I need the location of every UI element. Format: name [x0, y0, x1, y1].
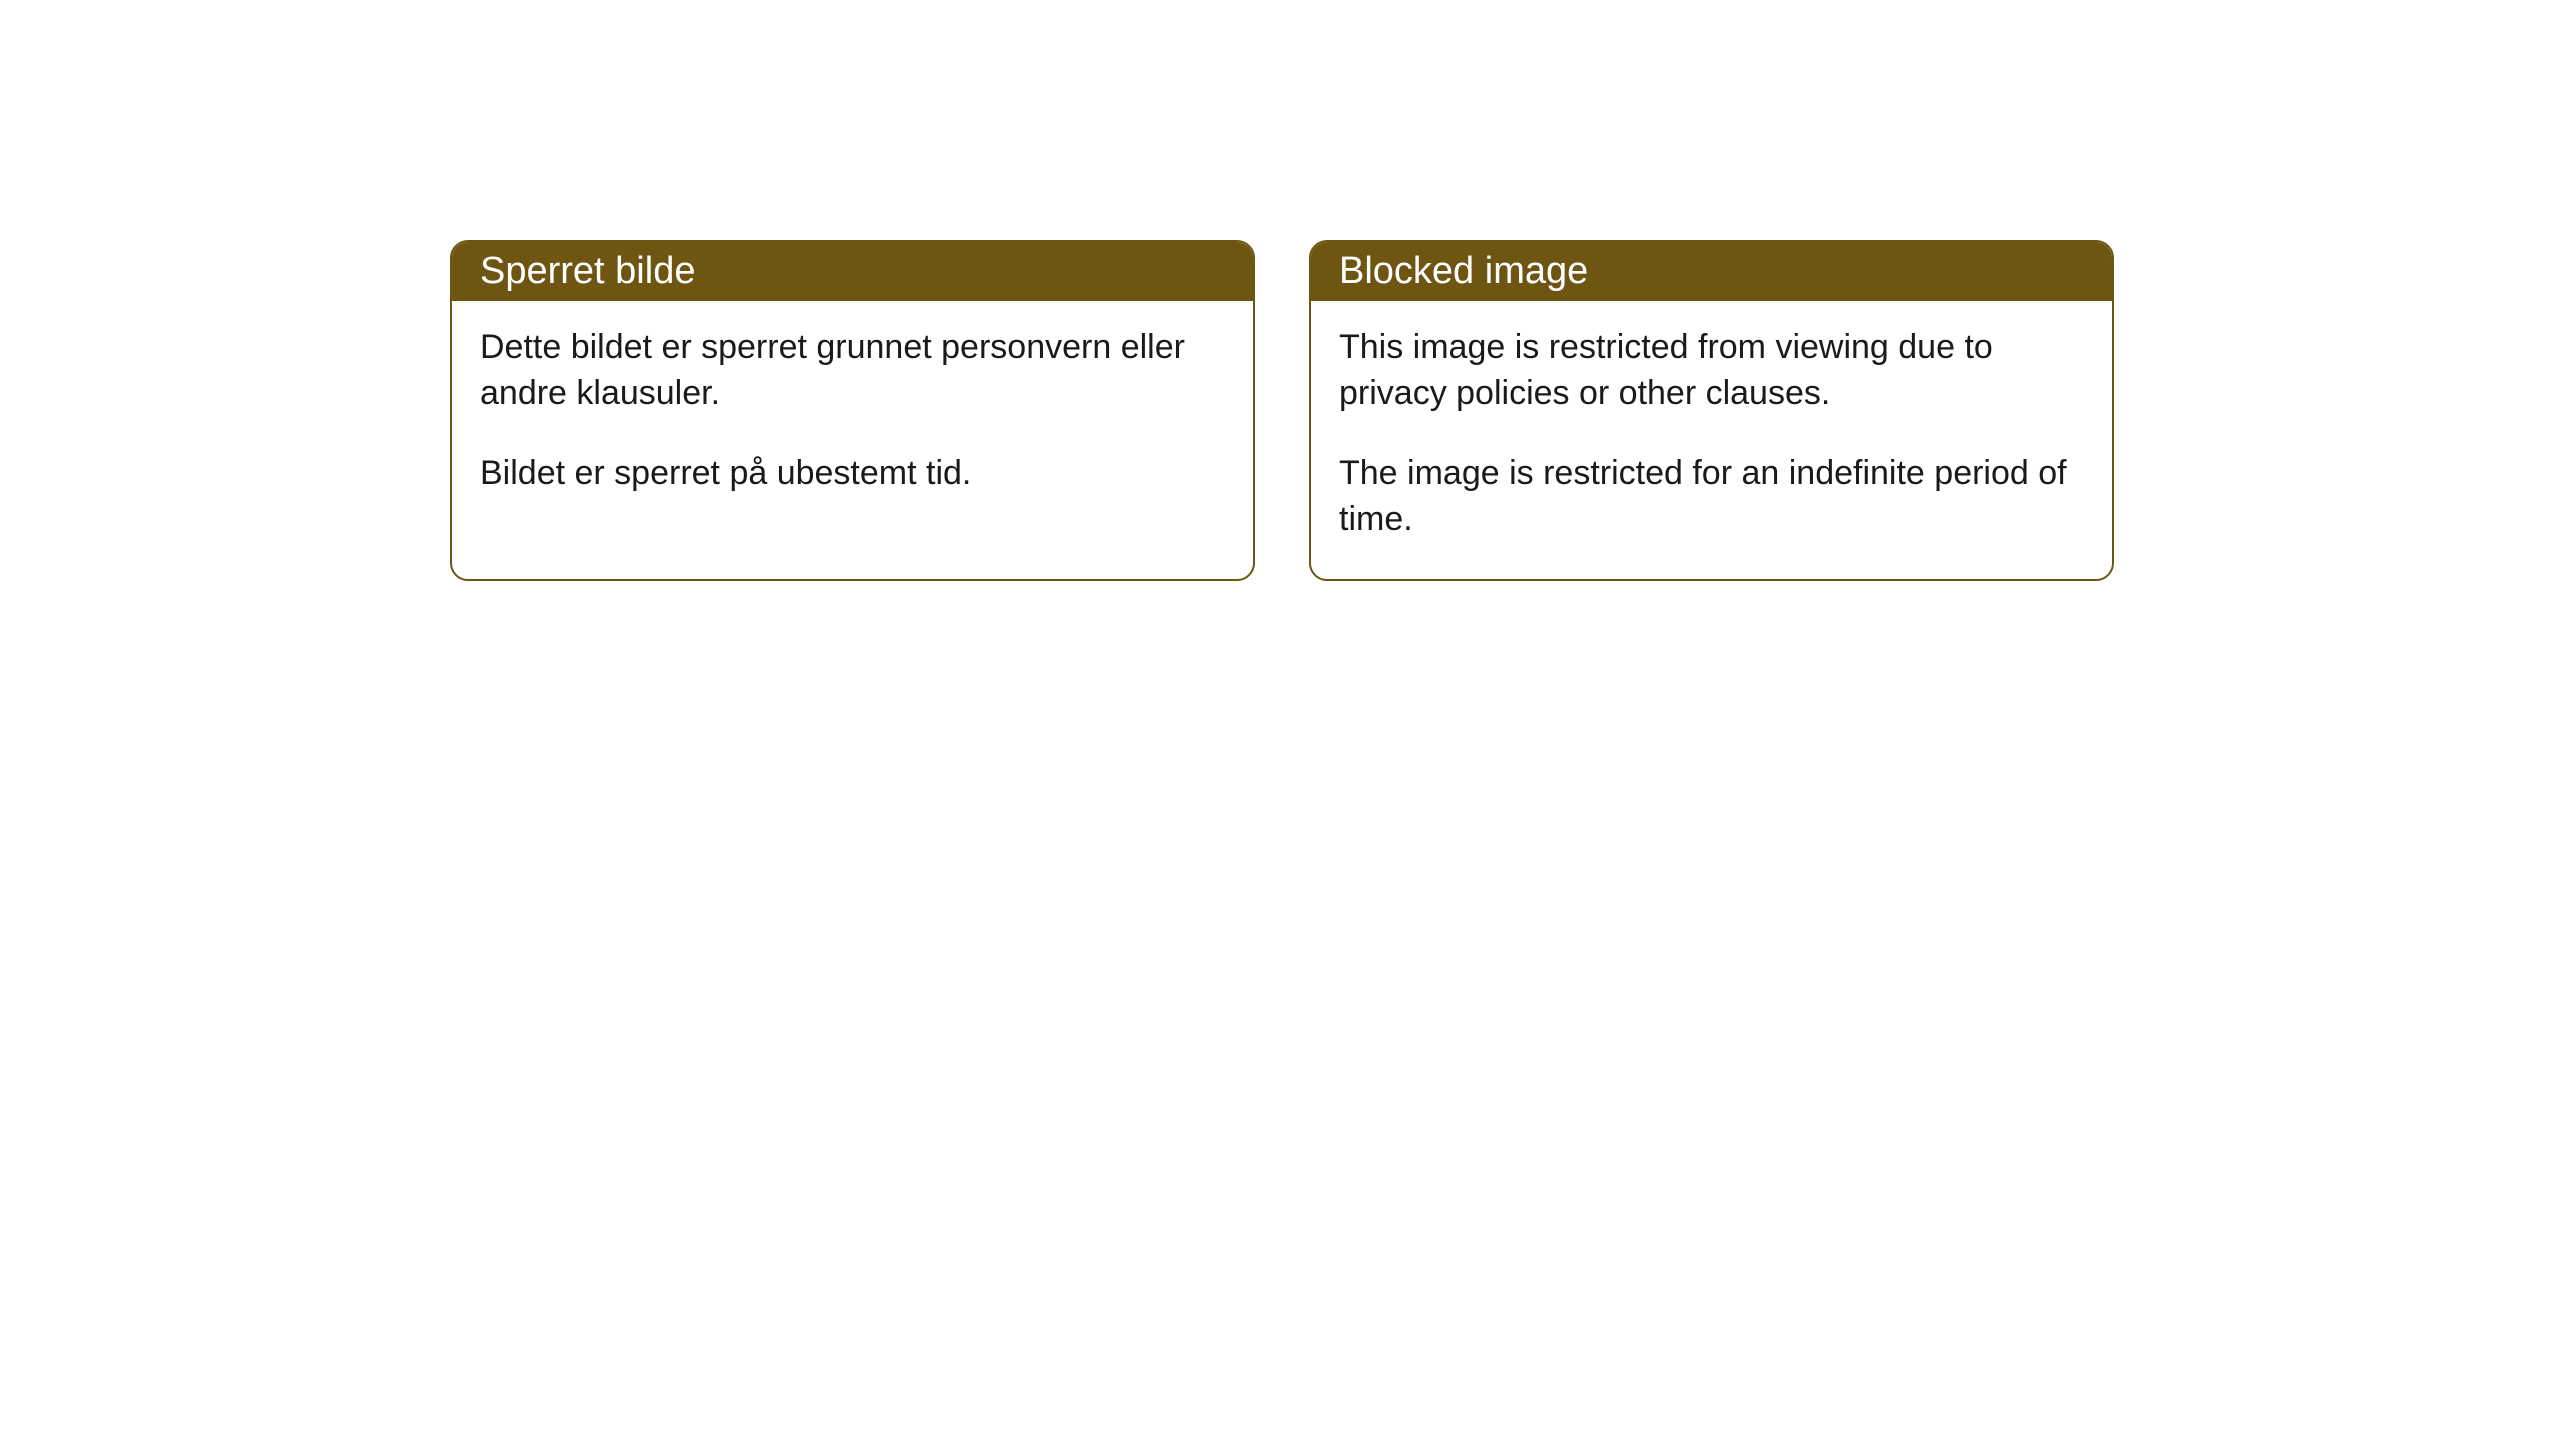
card-header-en: Blocked image — [1311, 242, 2112, 301]
card-title-en: Blocked image — [1339, 250, 1588, 292]
card-title-no: Sperret bilde — [480, 250, 695, 292]
card-text-en-1: This image is restricted from viewing du… — [1339, 325, 2084, 417]
blocked-image-card-no: Sperret bilde Dette bildet er sperret gr… — [450, 240, 1255, 581]
card-text-no-1: Dette bildet er sperret grunnet personve… — [480, 325, 1225, 417]
card-header-no: Sperret bilde — [452, 242, 1253, 301]
card-body-en: This image is restricted from viewing du… — [1311, 301, 2112, 579]
notice-cards-container: Sperret bilde Dette bildet er sperret gr… — [0, 0, 2560, 581]
card-body-no: Dette bildet er sperret grunnet personve… — [452, 301, 1253, 533]
card-text-no-2: Bildet er sperret på ubestemt tid. — [480, 451, 1225, 497]
blocked-image-card-en: Blocked image This image is restricted f… — [1309, 240, 2114, 581]
card-text-en-2: The image is restricted for an indefinit… — [1339, 451, 2084, 543]
